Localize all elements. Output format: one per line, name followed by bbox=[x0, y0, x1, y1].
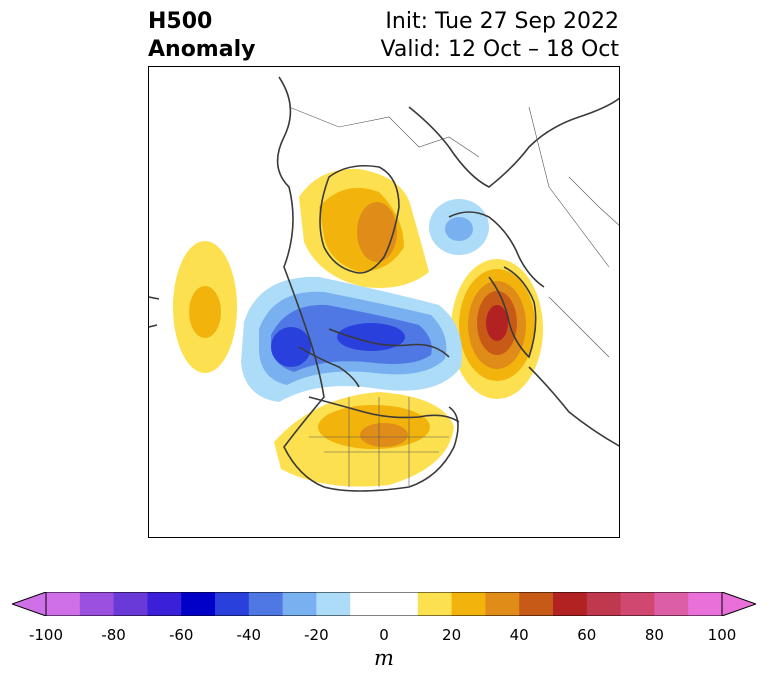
product-type: Anomaly bbox=[148, 37, 256, 62]
anomaly-siberia-negative bbox=[429, 199, 489, 255]
colorbar-tick-label: 40 bbox=[509, 626, 529, 644]
anomaly-scandinavia-positive bbox=[451, 259, 543, 399]
anomaly-map bbox=[149, 76, 619, 492]
anomaly-greenland-positive bbox=[299, 168, 429, 288]
colorbar-bin bbox=[46, 592, 81, 616]
colorbar-tick-label: 0 bbox=[379, 626, 389, 644]
product-name: H500 bbox=[148, 9, 213, 34]
colorbar-bin bbox=[519, 592, 554, 616]
colorbar-tick-label: 60 bbox=[577, 626, 597, 644]
colorbar-over-arrow bbox=[722, 592, 756, 616]
colorbar-bin bbox=[113, 592, 148, 616]
colorbar-bin bbox=[451, 592, 486, 616]
colorbar-tick-label: -100 bbox=[28, 626, 64, 644]
colorbar-bin bbox=[384, 592, 419, 616]
anomaly-atlantic-positive bbox=[173, 241, 237, 373]
colorbar-tick-label: -80 bbox=[101, 626, 126, 644]
anomaly-arctic-negative bbox=[241, 276, 463, 402]
borders bbox=[288, 106, 619, 487]
colorbar-unit: m bbox=[374, 646, 394, 670]
colorbar-bin bbox=[147, 592, 182, 616]
map-panel bbox=[148, 66, 620, 538]
init-time: Init: Tue 27 Sep 2022 bbox=[385, 9, 619, 34]
colorbar-bin bbox=[316, 592, 351, 616]
colorbar-bin bbox=[248, 592, 284, 616]
title-block-left: H500 Anomaly bbox=[148, 8, 255, 64]
valid-period: Valid: 12 Oct – 18 Oct bbox=[380, 37, 619, 62]
colorbar-bins bbox=[46, 592, 723, 616]
title-block-right: Init: Tue 27 Sep 2022 Valid: 12 Oct – 18… bbox=[381, 8, 619, 64]
colorbar-bin bbox=[215, 592, 250, 616]
colorbar-under-arrow bbox=[12, 592, 46, 616]
colorbar-tick-label: -40 bbox=[236, 626, 262, 644]
colorbar-tick-label: 20 bbox=[442, 626, 462, 644]
colorbar-tick-label: -60 bbox=[168, 626, 194, 644]
colorbar-bin bbox=[654, 592, 689, 616]
colorbar-bin bbox=[181, 592, 216, 616]
colorbar-tick-label: -20 bbox=[304, 626, 329, 644]
colorbar-bin bbox=[79, 592, 115, 616]
colorbar-bin bbox=[282, 592, 317, 616]
colorbar-bin bbox=[688, 592, 723, 616]
colorbar-bin bbox=[620, 592, 655, 616]
colorbar-bin bbox=[417, 592, 453, 616]
colorbar-bin bbox=[350, 592, 385, 616]
colorbar-outline bbox=[45, 592, 723, 616]
coastlines bbox=[149, 76, 619, 492]
colorbar-tick-label: 80 bbox=[644, 626, 664, 644]
colorbar-bin bbox=[553, 592, 588, 616]
colorbar-tick-label: 100 bbox=[707, 626, 737, 644]
colorbar-bin bbox=[485, 592, 520, 616]
colorbar-bin bbox=[586, 592, 622, 616]
colorbar bbox=[12, 592, 756, 616]
